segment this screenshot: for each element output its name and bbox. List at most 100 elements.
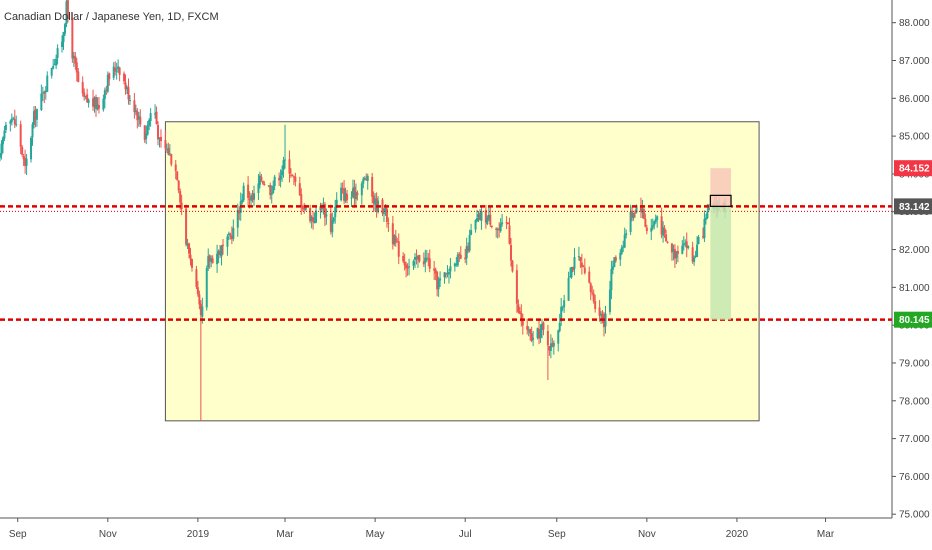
candle-body: [551, 342, 554, 347]
candle-body: [384, 207, 387, 212]
candle-body: [165, 149, 168, 151]
candle-body: [701, 236, 704, 238]
candle-body: [608, 289, 611, 313]
candle-body: [632, 212, 635, 218]
candle-body: [32, 111, 35, 125]
candle-body: [567, 278, 570, 301]
candle-body: [40, 93, 43, 111]
candle-body: [146, 124, 149, 135]
candle-body: [687, 246, 690, 248]
candle-body: [217, 251, 220, 255]
candle-body: [697, 236, 700, 244]
candle-body: [267, 185, 270, 187]
candle-body: [583, 267, 586, 273]
candle-body: [106, 74, 109, 92]
candle-body: [703, 219, 706, 238]
candle-body: [552, 342, 555, 347]
candle-body: [570, 266, 573, 278]
candle-body: [362, 178, 365, 184]
candle-body: [422, 261, 425, 265]
candle-body: [474, 220, 477, 230]
candle-body: [269, 185, 272, 196]
candle-body: [696, 244, 699, 257]
candle-body: [10, 118, 13, 123]
candle-body: [272, 185, 275, 193]
candle-body: [591, 292, 594, 294]
candle-body: [415, 258, 418, 260]
candle-body: [143, 125, 146, 141]
candle-body: [428, 258, 431, 269]
x-tick-label: Jul: [459, 529, 472, 540]
candle-body: [127, 87, 130, 100]
x-tick-label: Sep: [548, 529, 566, 540]
candle-body: [43, 91, 46, 94]
candle-body: [413, 256, 416, 260]
candle-body: [346, 194, 349, 200]
candle-body: [558, 322, 561, 332]
candle-body: [644, 218, 647, 227]
candle-body: [374, 199, 377, 205]
candle-body: [563, 300, 566, 308]
candle-body: [354, 191, 357, 200]
candle-body: [499, 223, 502, 232]
candle-body: [134, 109, 137, 113]
candle-body: [126, 87, 129, 89]
candle-body: [625, 233, 628, 236]
candle-body: [402, 256, 405, 262]
candle-body: [226, 236, 229, 247]
candle-body: [94, 96, 97, 109]
candle-body: [71, 17, 74, 59]
candle-body: [114, 67, 117, 72]
candle-body: [230, 235, 233, 240]
y-tick-label: 87.000: [899, 56, 930, 67]
candle-body: [207, 256, 210, 268]
candle-body: [66, 0, 69, 20]
candle-body: [580, 262, 583, 267]
candle-body: [220, 245, 223, 257]
candle-body: [124, 82, 127, 90]
candle-body: [315, 210, 318, 223]
candle-body: [83, 92, 86, 97]
candle-body: [303, 207, 306, 210]
candle-body: [405, 264, 408, 269]
candle-body: [375, 198, 378, 212]
candle-body: [360, 183, 363, 196]
candle-body: [201, 306, 204, 317]
candle-body: [118, 67, 121, 75]
y-tick-label: 77.000: [899, 434, 930, 445]
candle-body: [21, 147, 24, 155]
candle-body: [508, 225, 511, 244]
x-tick-label: 2019: [187, 529, 210, 540]
candle-body: [291, 174, 294, 176]
candle-body: [97, 104, 100, 109]
candle-body: [592, 293, 595, 302]
candle-body: [56, 48, 59, 59]
candle-body: [149, 113, 152, 122]
candle-body: [136, 111, 139, 121]
candle-body: [634, 212, 637, 214]
x-tick-label: Nov: [99, 529, 117, 540]
candle-body: [117, 66, 120, 70]
y-tick-label: 75.000: [899, 510, 930, 521]
price-tag: [894, 198, 932, 215]
candle-body: [15, 124, 18, 126]
candle-body: [486, 217, 489, 224]
candle-body: [9, 121, 12, 124]
candle-body: [589, 283, 592, 292]
candle-body: [641, 208, 644, 213]
price-tag-label: 83.142: [899, 202, 930, 213]
x-tick-label: Mar: [817, 529, 835, 540]
candle-body: [588, 271, 591, 283]
candle-body: [542, 322, 545, 330]
candle-body: [610, 269, 613, 291]
candle-body: [476, 217, 479, 221]
candle-body: [105, 89, 108, 91]
candle-body: [250, 195, 253, 201]
candle-body: [84, 95, 87, 97]
y-tick-label: 76.000: [899, 472, 930, 483]
candle-body: [685, 241, 688, 248]
candle-body: [663, 228, 666, 234]
x-tick-label: May: [366, 529, 385, 540]
